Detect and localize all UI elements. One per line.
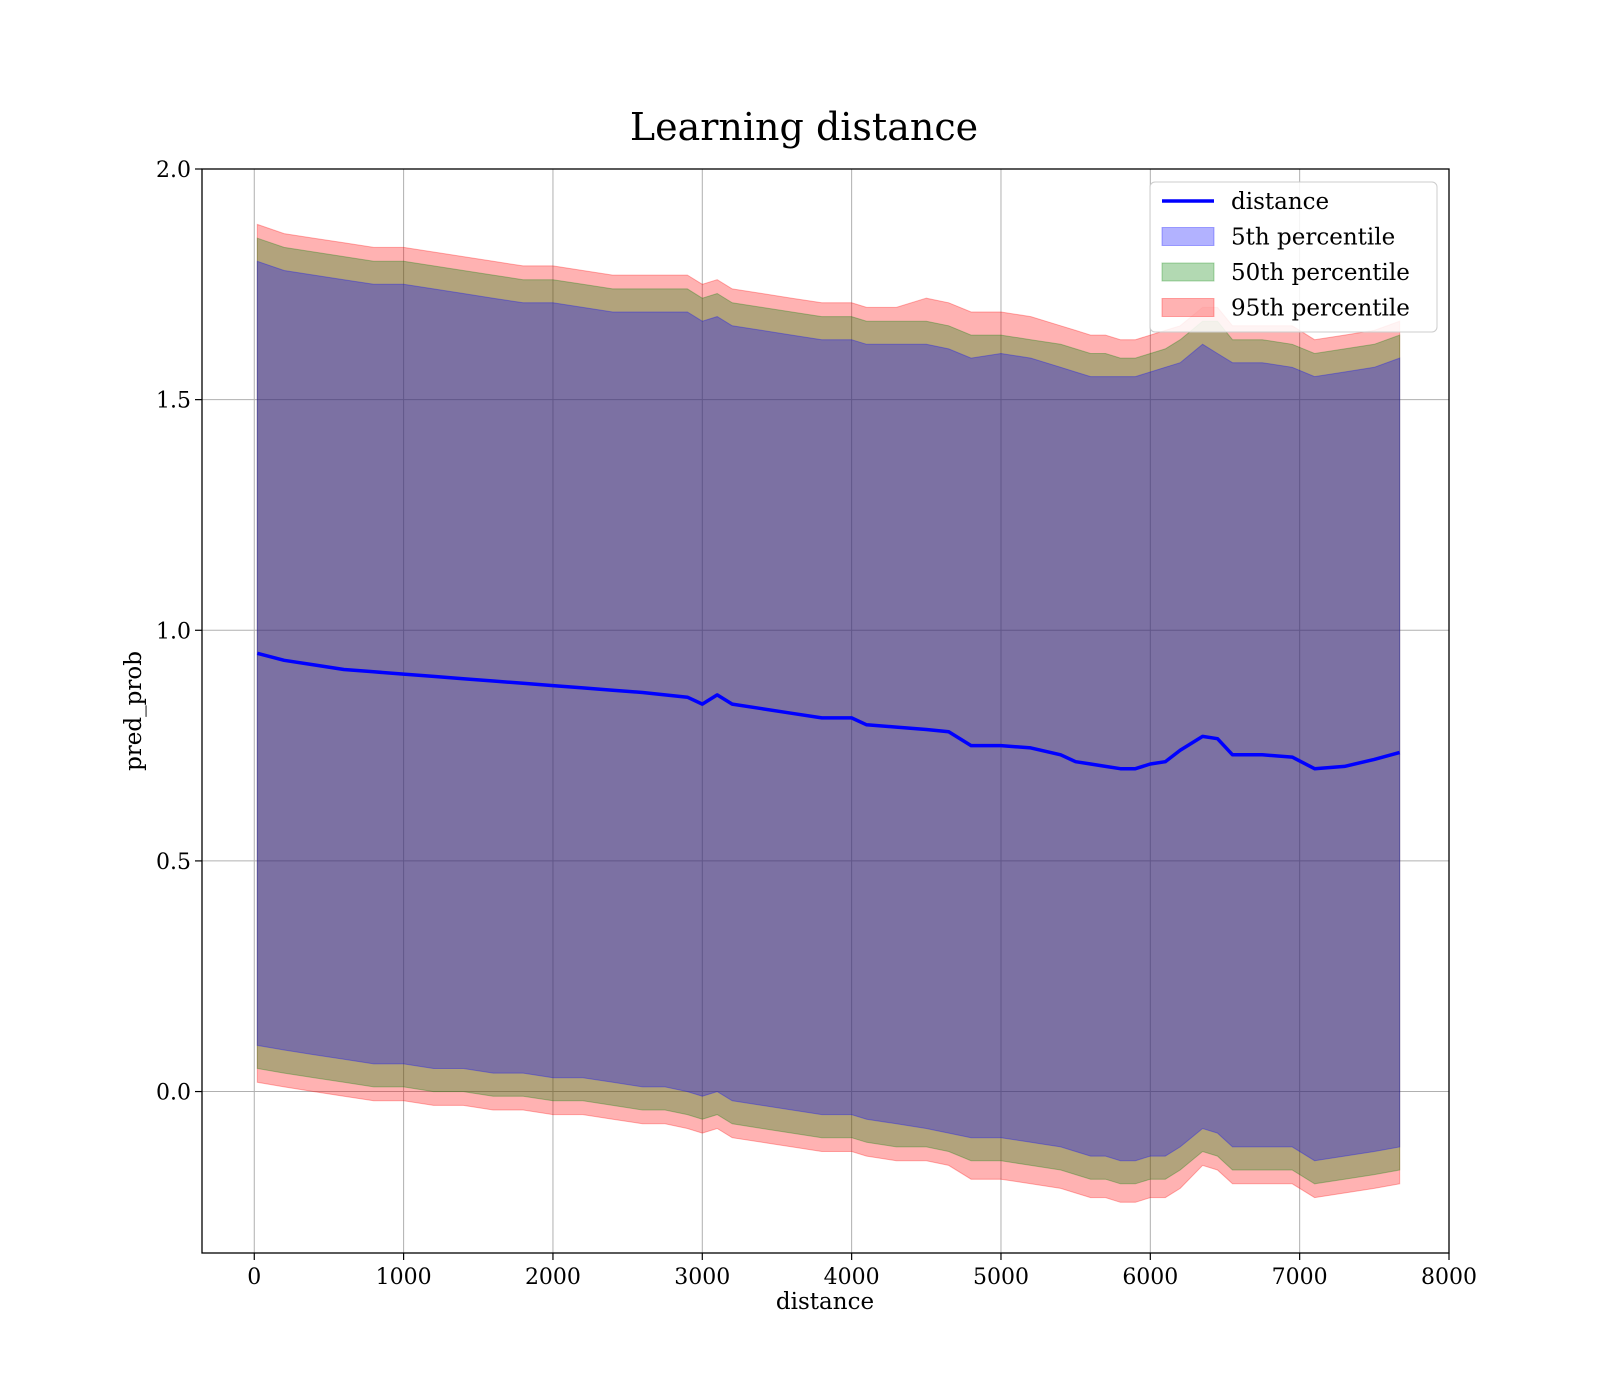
legend-label-50th-percentile: 50th percentile (1231, 260, 1410, 286)
legend-swatch-5th-percentile (1161, 227, 1215, 246)
x-axis-ticks: 0 1000 2000 3000 4000 5000 6000 7000 8000 (247, 1253, 1477, 1290)
y-tick-label: 1.0 (156, 619, 191, 644)
legend-swatch-95th-percentile (1161, 298, 1215, 317)
legend-label-5th-percentile: 5th percentile (1231, 225, 1395, 251)
percentile-bands (256, 223, 1401, 1203)
legend-label-distance: distance (1231, 189, 1329, 215)
distance-line (256, 651, 1401, 771)
x-tick-label: 1000 (376, 1265, 432, 1290)
x-tick-label: 4000 (824, 1265, 880, 1290)
x-tick-label: 5000 (973, 1265, 1029, 1290)
y-tick-label: 0.5 (156, 850, 191, 875)
x-axis-label: distance (776, 1289, 874, 1315)
y-tick-label: 0.0 (156, 1081, 191, 1106)
x-tick-label: 2000 (525, 1265, 581, 1290)
y-axis-ticks: 0.0 0.5 1.0 1.5 2.0 (156, 158, 202, 1106)
legend-swatch-50th-percentile (1161, 262, 1215, 282)
chart-title: Learning distance (630, 105, 978, 149)
legend-label-95th-percentile: 95th percentile (1231, 296, 1410, 322)
plot-frame (201, 168, 1450, 1254)
data-lines (256, 651, 1401, 771)
x-tick-label: 8000 (1421, 1265, 1477, 1290)
50th-percentile-band (256, 237, 1401, 1185)
5th-percentile-band (256, 260, 1401, 1162)
x-tick-label: 3000 (674, 1265, 730, 1290)
x-tick-label: 7000 (1272, 1265, 1328, 1290)
95th-percentile-band (256, 223, 1401, 1203)
y-tick-label: 1.5 (156, 389, 191, 414)
x-tick-label: 0 (247, 1265, 261, 1290)
x-tick-label: 6000 (1122, 1265, 1178, 1290)
legend-box (1149, 181, 1438, 333)
legend: distance 5th percentile 50th percentile 95t… (1149, 181, 1438, 333)
y-axis-label: pred_prob (121, 651, 147, 771)
y-tick-label: 2.0 (156, 158, 191, 183)
